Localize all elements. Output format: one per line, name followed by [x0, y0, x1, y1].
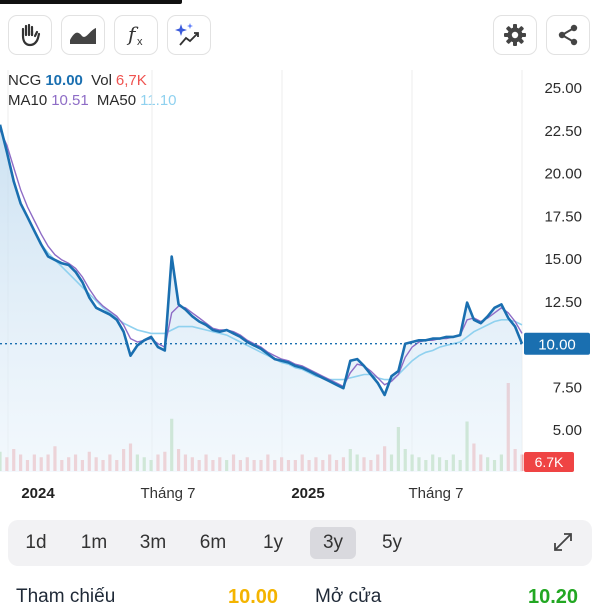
ai-trend-button[interactable]	[167, 15, 211, 55]
symbol-label: NCG	[8, 72, 42, 89]
settings-button[interactable]	[493, 15, 537, 55]
x-tick-label-2: 2025	[291, 485, 324, 502]
current-volume-badge	[524, 452, 574, 472]
period-tab-3y[interactable]: 3y	[310, 527, 356, 559]
period-tab-3m[interactable]: 3m	[139, 532, 167, 553]
gear-icon	[504, 24, 526, 46]
y-tick-label-5: 12.50	[544, 294, 582, 311]
y-tick-label-1: 22.50	[544, 123, 582, 140]
open-label: Mở cửa	[315, 586, 382, 607]
expand-icon[interactable]	[550, 529, 576, 555]
price-chart[interactable]: 25.00 22.50 20.00 17.50 15.00 12.50 7.50 5.00 1…	[0, 60, 600, 508]
y-axis: 25.00 22.50 20.00 17.50 15.00 12.50 7.50 5.00	[544, 80, 582, 439]
x-tick-label-0: 2024	[21, 485, 55, 502]
y-tick-label-2: 20.00	[544, 166, 582, 183]
svg-text:x: x	[137, 36, 143, 48]
function-button[interactable]: f x	[114, 15, 158, 55]
chart-style-icon	[70, 28, 96, 44]
period-tab-1m[interactable]: 1m	[80, 532, 108, 553]
share-icon	[558, 24, 578, 46]
y-tick-label-7: 5.00	[553, 422, 582, 439]
hand-draw-button[interactable]	[8, 15, 52, 55]
y-tick-label-3: 17.50	[544, 208, 582, 225]
reference-value: 10.00	[228, 586, 279, 608]
period-tab-6m[interactable]: 6m	[199, 532, 227, 553]
price-legend: NCG 10.00 Vol 6,7K	[8, 71, 151, 91]
period-tab-5y[interactable]: 5y	[381, 532, 403, 553]
volume-label: Vol	[91, 72, 112, 89]
ma50-label: MA50	[96, 92, 137, 109]
volume-value: 6,7K	[115, 72, 147, 89]
price-area	[0, 124, 522, 472]
share-button[interactable]	[546, 15, 590, 55]
current-price-text: 10.00	[538, 337, 576, 354]
ma-legend: MA10 10.51 MA50 11.10	[8, 91, 181, 111]
period-tab-1y[interactable]: 1y	[262, 532, 284, 553]
function-icon: f x	[126, 22, 143, 48]
ai-trend-icon	[175, 23, 199, 46]
x-tick-label-3: Tháng 7	[408, 485, 463, 502]
price-line	[0, 124, 524, 397]
price-value: 10.00	[45, 72, 83, 89]
x-tick-label-1: Tháng 7	[140, 485, 195, 502]
current-volume-text: 6.7K	[535, 454, 564, 470]
y-tick-label-4: 15.00	[544, 251, 582, 268]
current-price-badge	[524, 332, 590, 355]
open-value: 10.20	[528, 586, 579, 608]
hand-draw-icon	[21, 23, 41, 47]
period-tabs: 1d 1m 3m 6m 1y 3y 5y	[8, 520, 592, 566]
ma50-value: 11.10	[140, 92, 177, 109]
period-tab-1d[interactable]: 1d	[25, 532, 47, 553]
ma10-label: MA10	[8, 92, 48, 109]
ma10-value: 10.51	[51, 92, 89, 109]
y-tick-label-0: 25.00	[544, 80, 582, 97]
status-bar-line	[0, 0, 182, 4]
chart-style-button[interactable]	[61, 15, 105, 55]
reference-label: Tham chiếu	[16, 586, 116, 607]
x-axis: 2024 Tháng 7 2025 Tháng 7	[21, 485, 463, 502]
y-tick-label-6: 7.50	[553, 379, 582, 396]
